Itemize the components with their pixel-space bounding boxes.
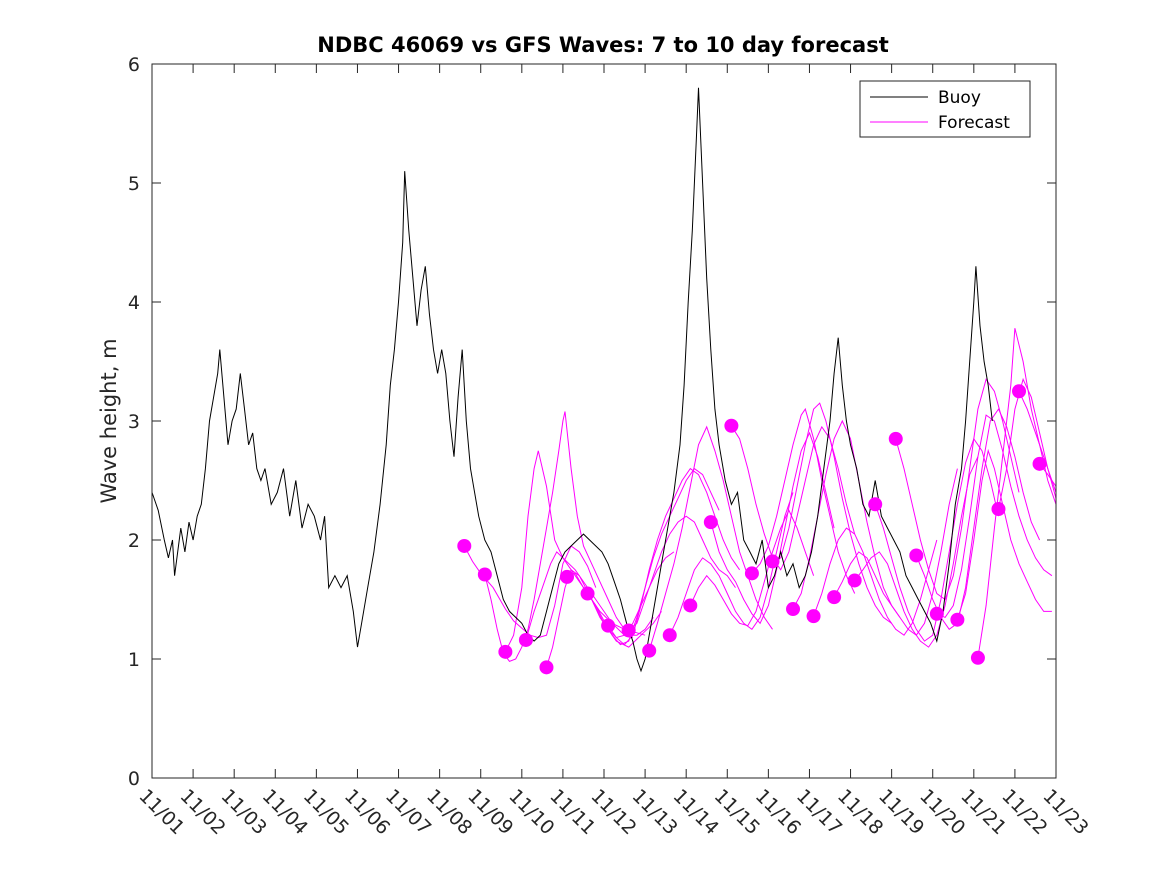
forecast-start-marker bbox=[744, 566, 759, 581]
y-tick-label: 1 bbox=[128, 649, 140, 671]
legend-forecast-label: Forecast bbox=[938, 113, 1010, 133]
forecast-start-marker bbox=[642, 643, 657, 658]
forecast-start-marker bbox=[560, 569, 575, 584]
forecast-start-marker bbox=[601, 618, 616, 633]
forecast-run-line bbox=[936, 414, 1053, 619]
forecast-start-marker bbox=[888, 431, 903, 446]
forecast-start-marker bbox=[868, 497, 883, 512]
forecast-run-line bbox=[833, 468, 958, 636]
forecast-start-marker bbox=[970, 650, 985, 665]
forecast-start-marker bbox=[765, 554, 780, 569]
legend-box bbox=[859, 80, 1031, 138]
forecast-run-line bbox=[648, 425, 773, 651]
forecast-run-line bbox=[751, 407, 856, 594]
forecast-run-line bbox=[813, 527, 938, 636]
y-tick-label: 2 bbox=[128, 530, 140, 552]
forecast-run-line bbox=[772, 402, 892, 624]
forecast-run-line bbox=[977, 328, 1056, 658]
forecast-start-marker bbox=[929, 606, 944, 621]
forecast-start-marker bbox=[909, 548, 924, 563]
forecast-run-line bbox=[895, 378, 1020, 601]
forecast-start-marker bbox=[683, 598, 698, 613]
forecast-start-marker bbox=[991, 502, 1006, 517]
forecast-start-marker bbox=[950, 612, 965, 627]
forecast-start-marker bbox=[1032, 456, 1047, 471]
buoy-line bbox=[152, 87, 993, 673]
forecast-start-marker bbox=[827, 590, 842, 605]
y-tick-label: 0 bbox=[128, 768, 140, 790]
y-tick-label: 6 bbox=[128, 54, 140, 76]
forecast-start-marker bbox=[580, 586, 595, 601]
forecast-start-marker bbox=[1012, 384, 1027, 399]
forecast-run-line bbox=[607, 467, 741, 646]
forecast-run-line bbox=[669, 492, 794, 636]
y-axis-label: Wave height, m bbox=[97, 338, 121, 503]
forecast-start-marker bbox=[518, 632, 533, 647]
forecast-run-line bbox=[504, 450, 646, 653]
forecast-run-line bbox=[484, 411, 634, 663]
forecast-run-line bbox=[689, 509, 815, 627]
forecast-start-marker bbox=[477, 567, 492, 582]
forecast-run-line bbox=[792, 419, 901, 618]
forecast-start-marker bbox=[539, 660, 554, 675]
forecast-start-marker bbox=[806, 609, 821, 624]
forecast-start-marker bbox=[724, 418, 739, 433]
forecast-start-marker bbox=[703, 515, 718, 530]
forecast-start-marker bbox=[457, 538, 472, 553]
forecast-start-marker bbox=[847, 573, 862, 588]
legend: Buoy Forecast bbox=[859, 80, 1031, 138]
legend-buoy-label: Buoy bbox=[938, 88, 981, 108]
y-tick-label: 5 bbox=[128, 173, 140, 195]
forecast-run-line bbox=[1018, 391, 1056, 493]
forecast-run-line bbox=[854, 456, 979, 648]
forecast-run-line bbox=[730, 425, 856, 571]
plot-area bbox=[152, 87, 1056, 675]
forecast-start-marker bbox=[621, 623, 636, 638]
forecast-start-marker bbox=[662, 628, 677, 643]
forecast-start-marker bbox=[498, 644, 513, 659]
y-axis: 0 1 2 3 4 5 6 bbox=[128, 54, 1056, 790]
forecast-run-line bbox=[628, 515, 736, 631]
y-tick-label: 4 bbox=[128, 292, 140, 314]
y-tick-label: 3 bbox=[128, 411, 140, 433]
chart-title: NDBC 46069 vs GFS Waves: 7 to 10 day for… bbox=[317, 33, 888, 57]
forecast-start-marker bbox=[786, 602, 801, 617]
